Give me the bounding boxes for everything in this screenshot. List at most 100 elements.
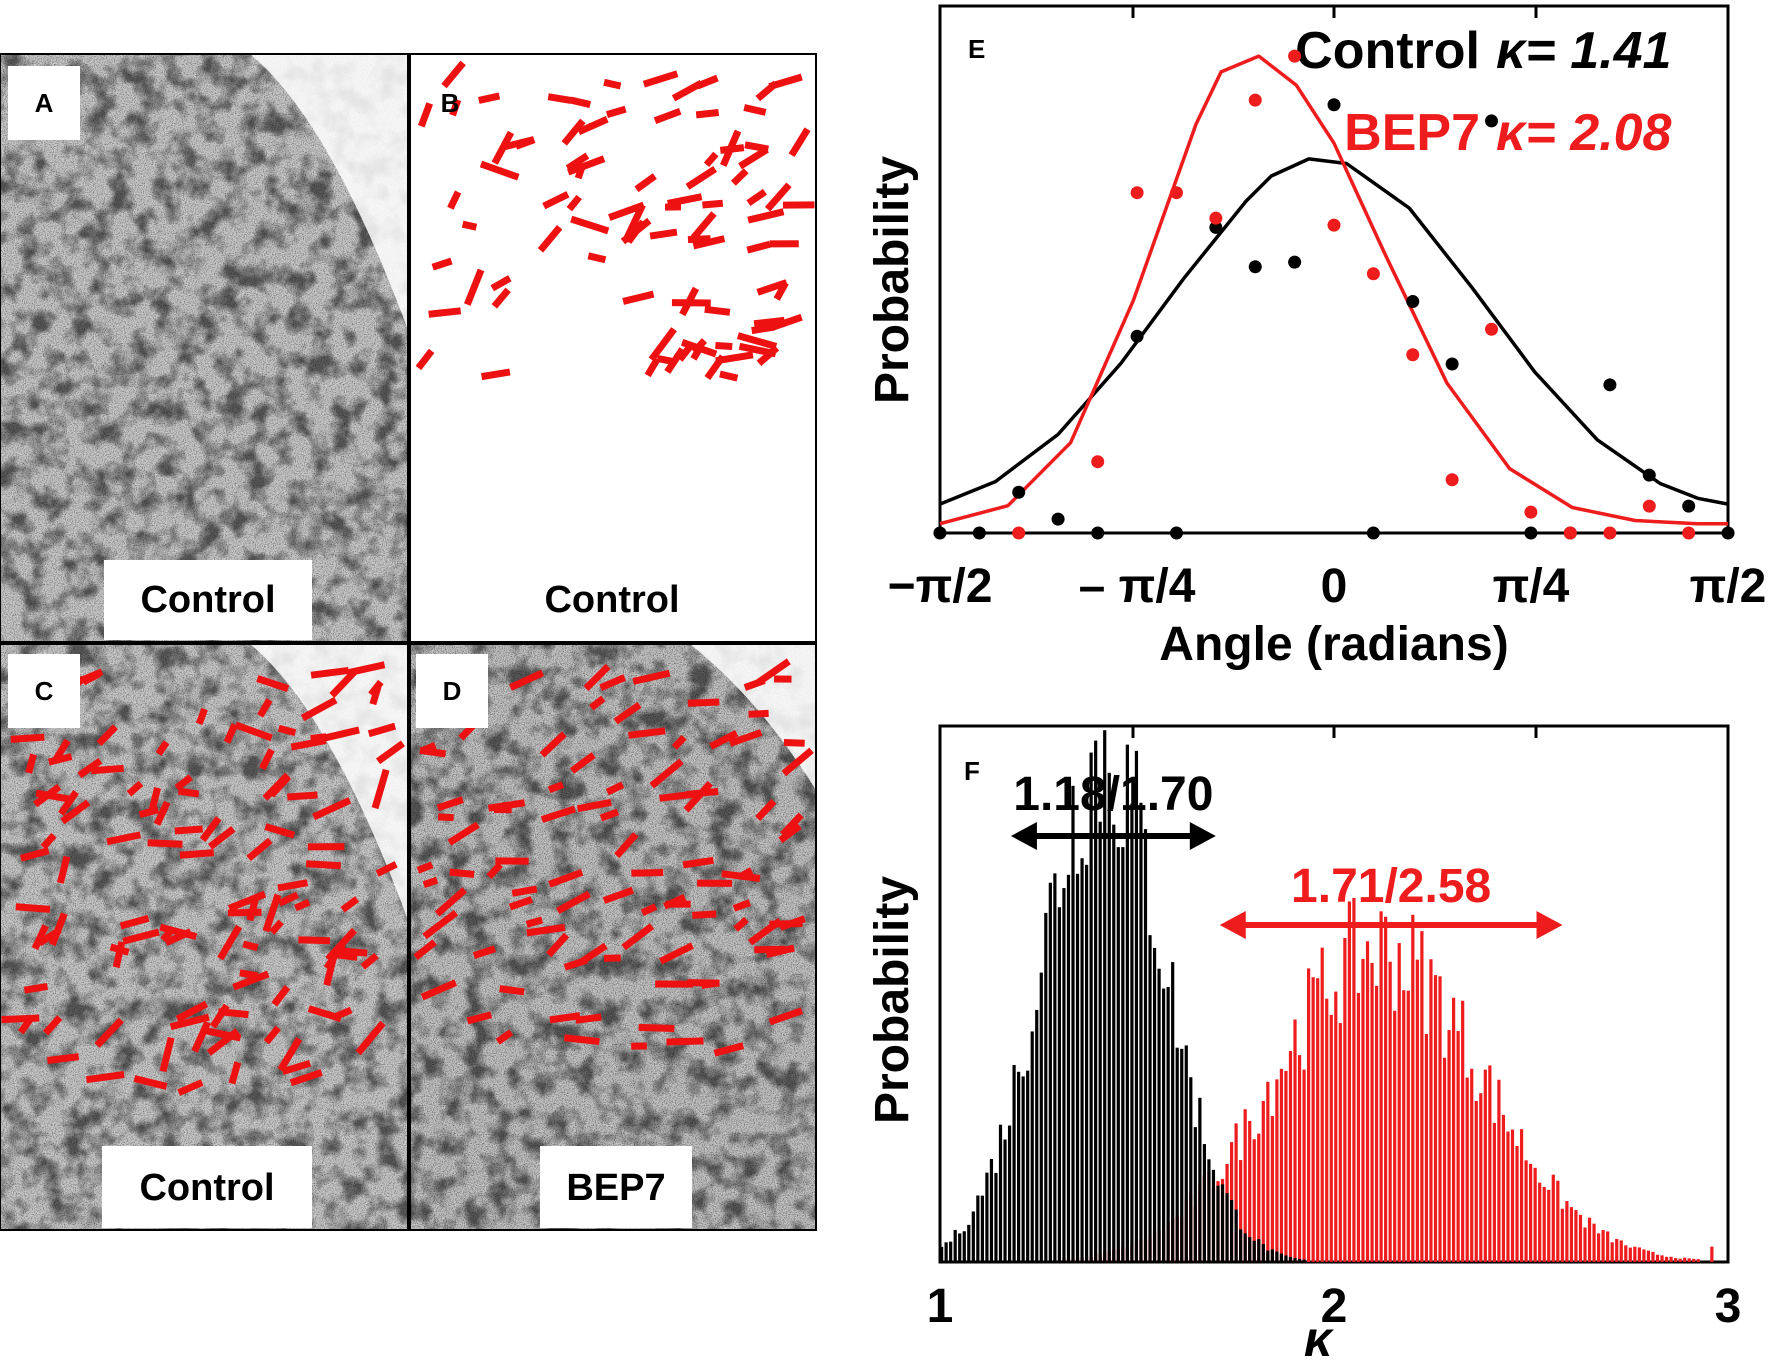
orientation-segment xyxy=(539,731,567,758)
orientation-segment xyxy=(256,675,290,692)
hist-bar-bep7 xyxy=(1257,1133,1261,1262)
hist-bar-control xyxy=(1193,1127,1197,1262)
orientation-segment xyxy=(416,861,434,874)
hist-bar-control xyxy=(1075,873,1080,1262)
hist-bar-bep7 xyxy=(1261,1100,1265,1262)
hist-bar-control xyxy=(1275,1251,1279,1262)
hist-bar-control xyxy=(1261,1244,1265,1262)
hist-bar-bep7 xyxy=(1329,1014,1333,1262)
orientation-segment xyxy=(159,923,198,940)
orientation-segment xyxy=(770,313,803,331)
point-control xyxy=(1051,512,1065,526)
hist-bar-control xyxy=(1243,1233,1247,1262)
hist-bar-control xyxy=(944,1242,948,1262)
hist-bar-control xyxy=(1094,740,1098,1262)
hist-bar-bep7 xyxy=(1565,1201,1569,1262)
hist-bar-bep7 xyxy=(1239,1160,1243,1262)
orientation-segment xyxy=(677,342,694,362)
orientation-segment xyxy=(730,168,749,186)
hist-bar-control xyxy=(1180,1048,1184,1262)
orientation-segment xyxy=(486,862,503,880)
orientation-segment xyxy=(60,799,91,825)
hist-bar-control xyxy=(1220,1184,1225,1262)
hist-bar-bep7 xyxy=(1497,1079,1501,1262)
hist-bar-bep7 xyxy=(1248,1120,1252,1262)
orientation-segment xyxy=(155,740,170,756)
hist-bar-control xyxy=(1252,1240,1256,1262)
hist-bar-control xyxy=(1207,1159,1211,1262)
orientation-segment xyxy=(294,898,311,912)
orientation-segment xyxy=(631,868,664,877)
orientation-segment xyxy=(340,896,360,913)
panel-d-letter: D xyxy=(443,676,462,706)
orientation-segment xyxy=(695,109,720,119)
point-bep7 xyxy=(1524,505,1538,519)
point-control xyxy=(1012,485,1026,499)
hist-bar-bep7 xyxy=(1637,1247,1641,1262)
orientation-segment xyxy=(671,734,687,750)
orientation-segment xyxy=(323,726,360,742)
orientation-segment xyxy=(287,791,318,801)
x-tick-label: 1 xyxy=(927,1280,954,1333)
point-bep7 xyxy=(1563,526,1577,540)
hist-bar-control xyxy=(1184,1045,1188,1262)
orientation-segment xyxy=(546,932,570,958)
orientation-segment xyxy=(728,729,763,747)
hist-bar-control xyxy=(1007,1125,1012,1262)
orientation-segment xyxy=(569,96,592,109)
hist-bar-control xyxy=(1166,987,1170,1262)
hist-bar-control xyxy=(1139,802,1143,1262)
orientation-segment xyxy=(692,235,726,250)
orientation-segment xyxy=(345,661,386,677)
orientation-segment xyxy=(195,707,208,726)
hist-bar-bep7 xyxy=(1506,1131,1510,1262)
orientation-segment xyxy=(525,916,544,928)
hist-bar-bep7 xyxy=(1338,1023,1342,1262)
panel-c-segments xyxy=(1,661,405,1096)
point-bep7 xyxy=(1682,526,1696,540)
hist-bar-control xyxy=(1098,821,1102,1262)
hist-bar-control xyxy=(953,1229,957,1262)
hist-bar-control xyxy=(1143,829,1148,1262)
orientation-segment xyxy=(369,685,382,706)
hist-bar-control xyxy=(1229,1199,1234,1262)
orientation-segment xyxy=(47,753,73,766)
orientation-segment xyxy=(331,1006,353,1021)
orientation-segment xyxy=(702,199,724,209)
orientation-segment xyxy=(642,70,679,88)
orientation-segment xyxy=(644,357,661,378)
orientation-segment xyxy=(179,849,215,859)
point-bep7 xyxy=(1169,186,1183,200)
orientation-segment xyxy=(682,856,714,869)
point-bep7 xyxy=(1366,267,1380,281)
orientation-segment xyxy=(764,182,792,212)
hist-bar-control xyxy=(1035,1009,1039,1262)
point-control xyxy=(1288,255,1302,269)
x-tick-label: −π/2 xyxy=(888,560,993,613)
orientation-segment xyxy=(540,805,577,823)
orientation-segment xyxy=(495,1029,514,1045)
orientation-segment xyxy=(732,899,752,912)
orientation-segment xyxy=(109,943,130,956)
orientation-segment xyxy=(271,985,291,1007)
panel-b-segments xyxy=(415,60,815,382)
hist-bar-control xyxy=(958,1233,962,1262)
hist-bar-bep7 xyxy=(1519,1129,1524,1262)
hist-bar-control xyxy=(1044,912,1048,1262)
hist-bar-control xyxy=(1266,1250,1270,1262)
orientation-segment xyxy=(35,789,73,803)
hist-bar-bep7 xyxy=(1433,975,1438,1262)
orientation-segment xyxy=(257,698,273,718)
panel-f-top-ticks xyxy=(1131,726,1538,738)
orientation-segment xyxy=(569,752,596,774)
orientation-segment xyxy=(355,1020,386,1056)
hist-bar-bep7 xyxy=(1596,1233,1601,1262)
point-control xyxy=(1366,526,1380,540)
orientation-segment xyxy=(692,910,717,919)
panel-f-bars xyxy=(940,730,1714,1262)
orientation-segment xyxy=(375,740,405,765)
orientation-segment xyxy=(33,783,62,808)
x-tick-label: – π/4 xyxy=(1079,560,1196,613)
orientation-segment xyxy=(576,798,612,813)
